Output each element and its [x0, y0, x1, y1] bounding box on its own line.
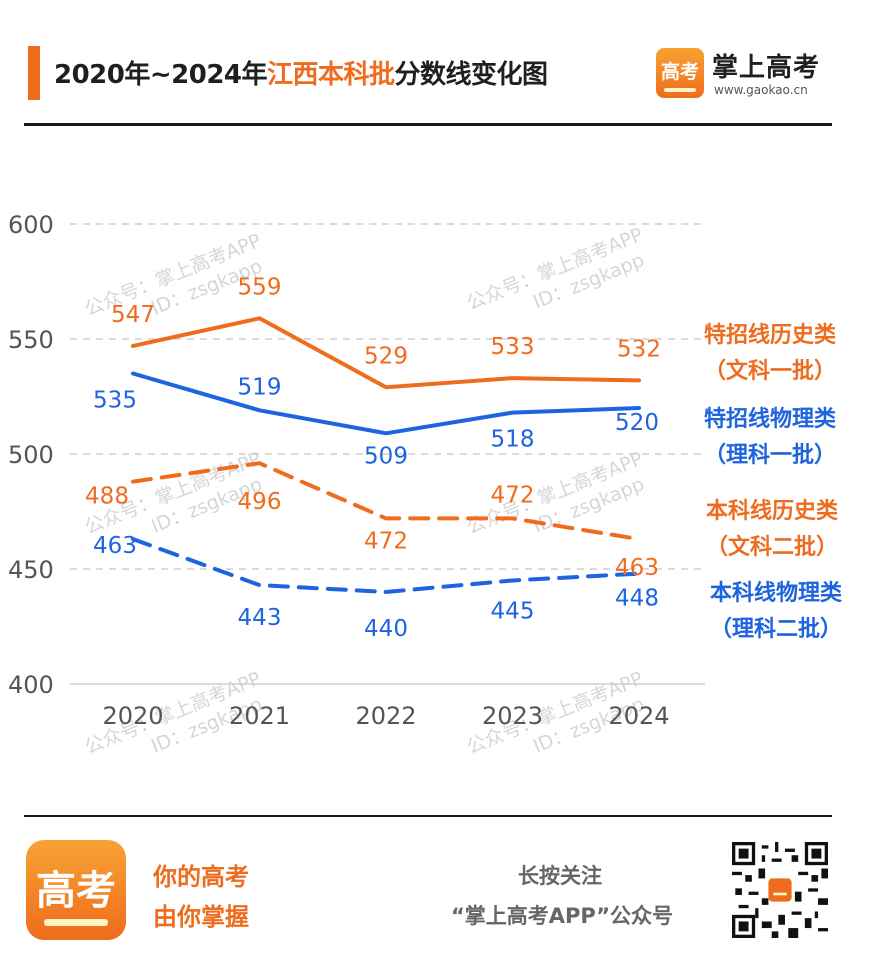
app-logo-icon: 高考 — [26, 840, 126, 940]
x-tick-label: 2020 — [102, 702, 163, 730]
data-label: 520 — [615, 410, 659, 436]
series-line-2 — [131, 461, 641, 542]
y-tick-label: 550 — [8, 326, 54, 354]
app-logo-glyph: 高考 — [36, 867, 116, 914]
series-line-0 — [131, 316, 641, 390]
x-tick-label: 2024 — [608, 702, 669, 730]
footer-divider — [24, 815, 832, 817]
legend-label: 本科线物理类 — [709, 581, 842, 606]
data-label: 559 — [238, 274, 282, 300]
data-label: 509 — [364, 443, 408, 469]
data-label: 496 — [238, 489, 282, 515]
title-accent-bar — [28, 46, 40, 100]
legend-sublabel: （理科二批） — [709, 617, 842, 642]
title-highlight: 江西本科批 — [267, 60, 395, 90]
brand-url: www.gaokao.cn — [714, 83, 808, 97]
brand-name: 掌上高考 — [712, 53, 821, 83]
slogan-line-1: 你的高考 — [153, 863, 249, 891]
data-label: 547 — [111, 302, 155, 328]
y-tick-label: 400 — [8, 671, 54, 699]
data-label: 443 — [238, 605, 282, 631]
legend-sublabel: （理科一批） — [703, 443, 836, 468]
data-label: 445 — [491, 599, 535, 625]
series-line-1 — [131, 371, 641, 436]
data-label: 533 — [491, 334, 535, 360]
data-label: 532 — [617, 336, 661, 362]
x-tick-label: 2021 — [229, 702, 290, 730]
watermark-text: 公众号：掌上高考APPID：zsgkapp — [464, 224, 655, 337]
header-divider — [24, 123, 832, 126]
data-label: 440 — [364, 616, 408, 642]
data-label: 488 — [85, 484, 129, 510]
data-label: 463 — [93, 533, 137, 559]
page-title: 2020年~2024年江西本科批分数线变化图 — [54, 54, 548, 91]
follow-account: “掌上高考APP”公众号 — [450, 904, 674, 928]
title-prefix: 2020年~2024年 — [54, 60, 268, 90]
data-label: 472 — [364, 528, 408, 554]
data-label: 519 — [238, 374, 282, 400]
x-tick-label: 2023 — [482, 702, 543, 730]
data-label: 448 — [615, 586, 659, 612]
series-line-3 — [131, 537, 641, 594]
qr-code-icon[interactable] — [732, 842, 828, 938]
title-suffix: 分数线变化图 — [394, 60, 549, 90]
slogan-line-2: 由你掌握 — [153, 903, 249, 931]
legend-label: 本科线历史类 — [705, 499, 838, 524]
legend-sublabel: （文科二批） — [705, 535, 838, 560]
legend-item-0: 特招线历史类 （文科一批） — [670, 318, 870, 390]
legend-label: 特招线历史类 — [703, 323, 836, 348]
data-label: 535 — [93, 388, 137, 414]
legend-sublabel: （文科一批） — [703, 359, 836, 384]
brand-logo-icon: 高考 — [656, 48, 704, 98]
legend-item-3: 本科线物理类 （理科二批） — [676, 576, 876, 648]
y-tick-label: 600 — [8, 211, 54, 239]
y-tick-label: 500 — [8, 441, 54, 469]
data-label: 472 — [491, 482, 535, 508]
data-label: 518 — [491, 427, 535, 453]
data-label: 529 — [364, 343, 408, 369]
follow-hint: 长按关注 — [518, 864, 602, 888]
legend-item-2: 本科线历史类 （文科二批） — [672, 494, 872, 566]
legend-item-1: 特招线物理类 （理科一批） — [670, 402, 870, 474]
book-icon — [44, 919, 108, 926]
legend-label: 特招线物理类 — [703, 407, 836, 432]
x-tick-label: 2022 — [355, 702, 416, 730]
brand-logo-glyph: 高考 — [660, 61, 699, 83]
line-chart: 公众号：掌上高考APPID：zsgkapp 公众号：掌上高考APPID：zsgka… — [8, 211, 705, 759]
book-icon — [664, 88, 696, 92]
y-tick-label: 450 — [8, 556, 54, 584]
data-label: 463 — [615, 555, 659, 581]
